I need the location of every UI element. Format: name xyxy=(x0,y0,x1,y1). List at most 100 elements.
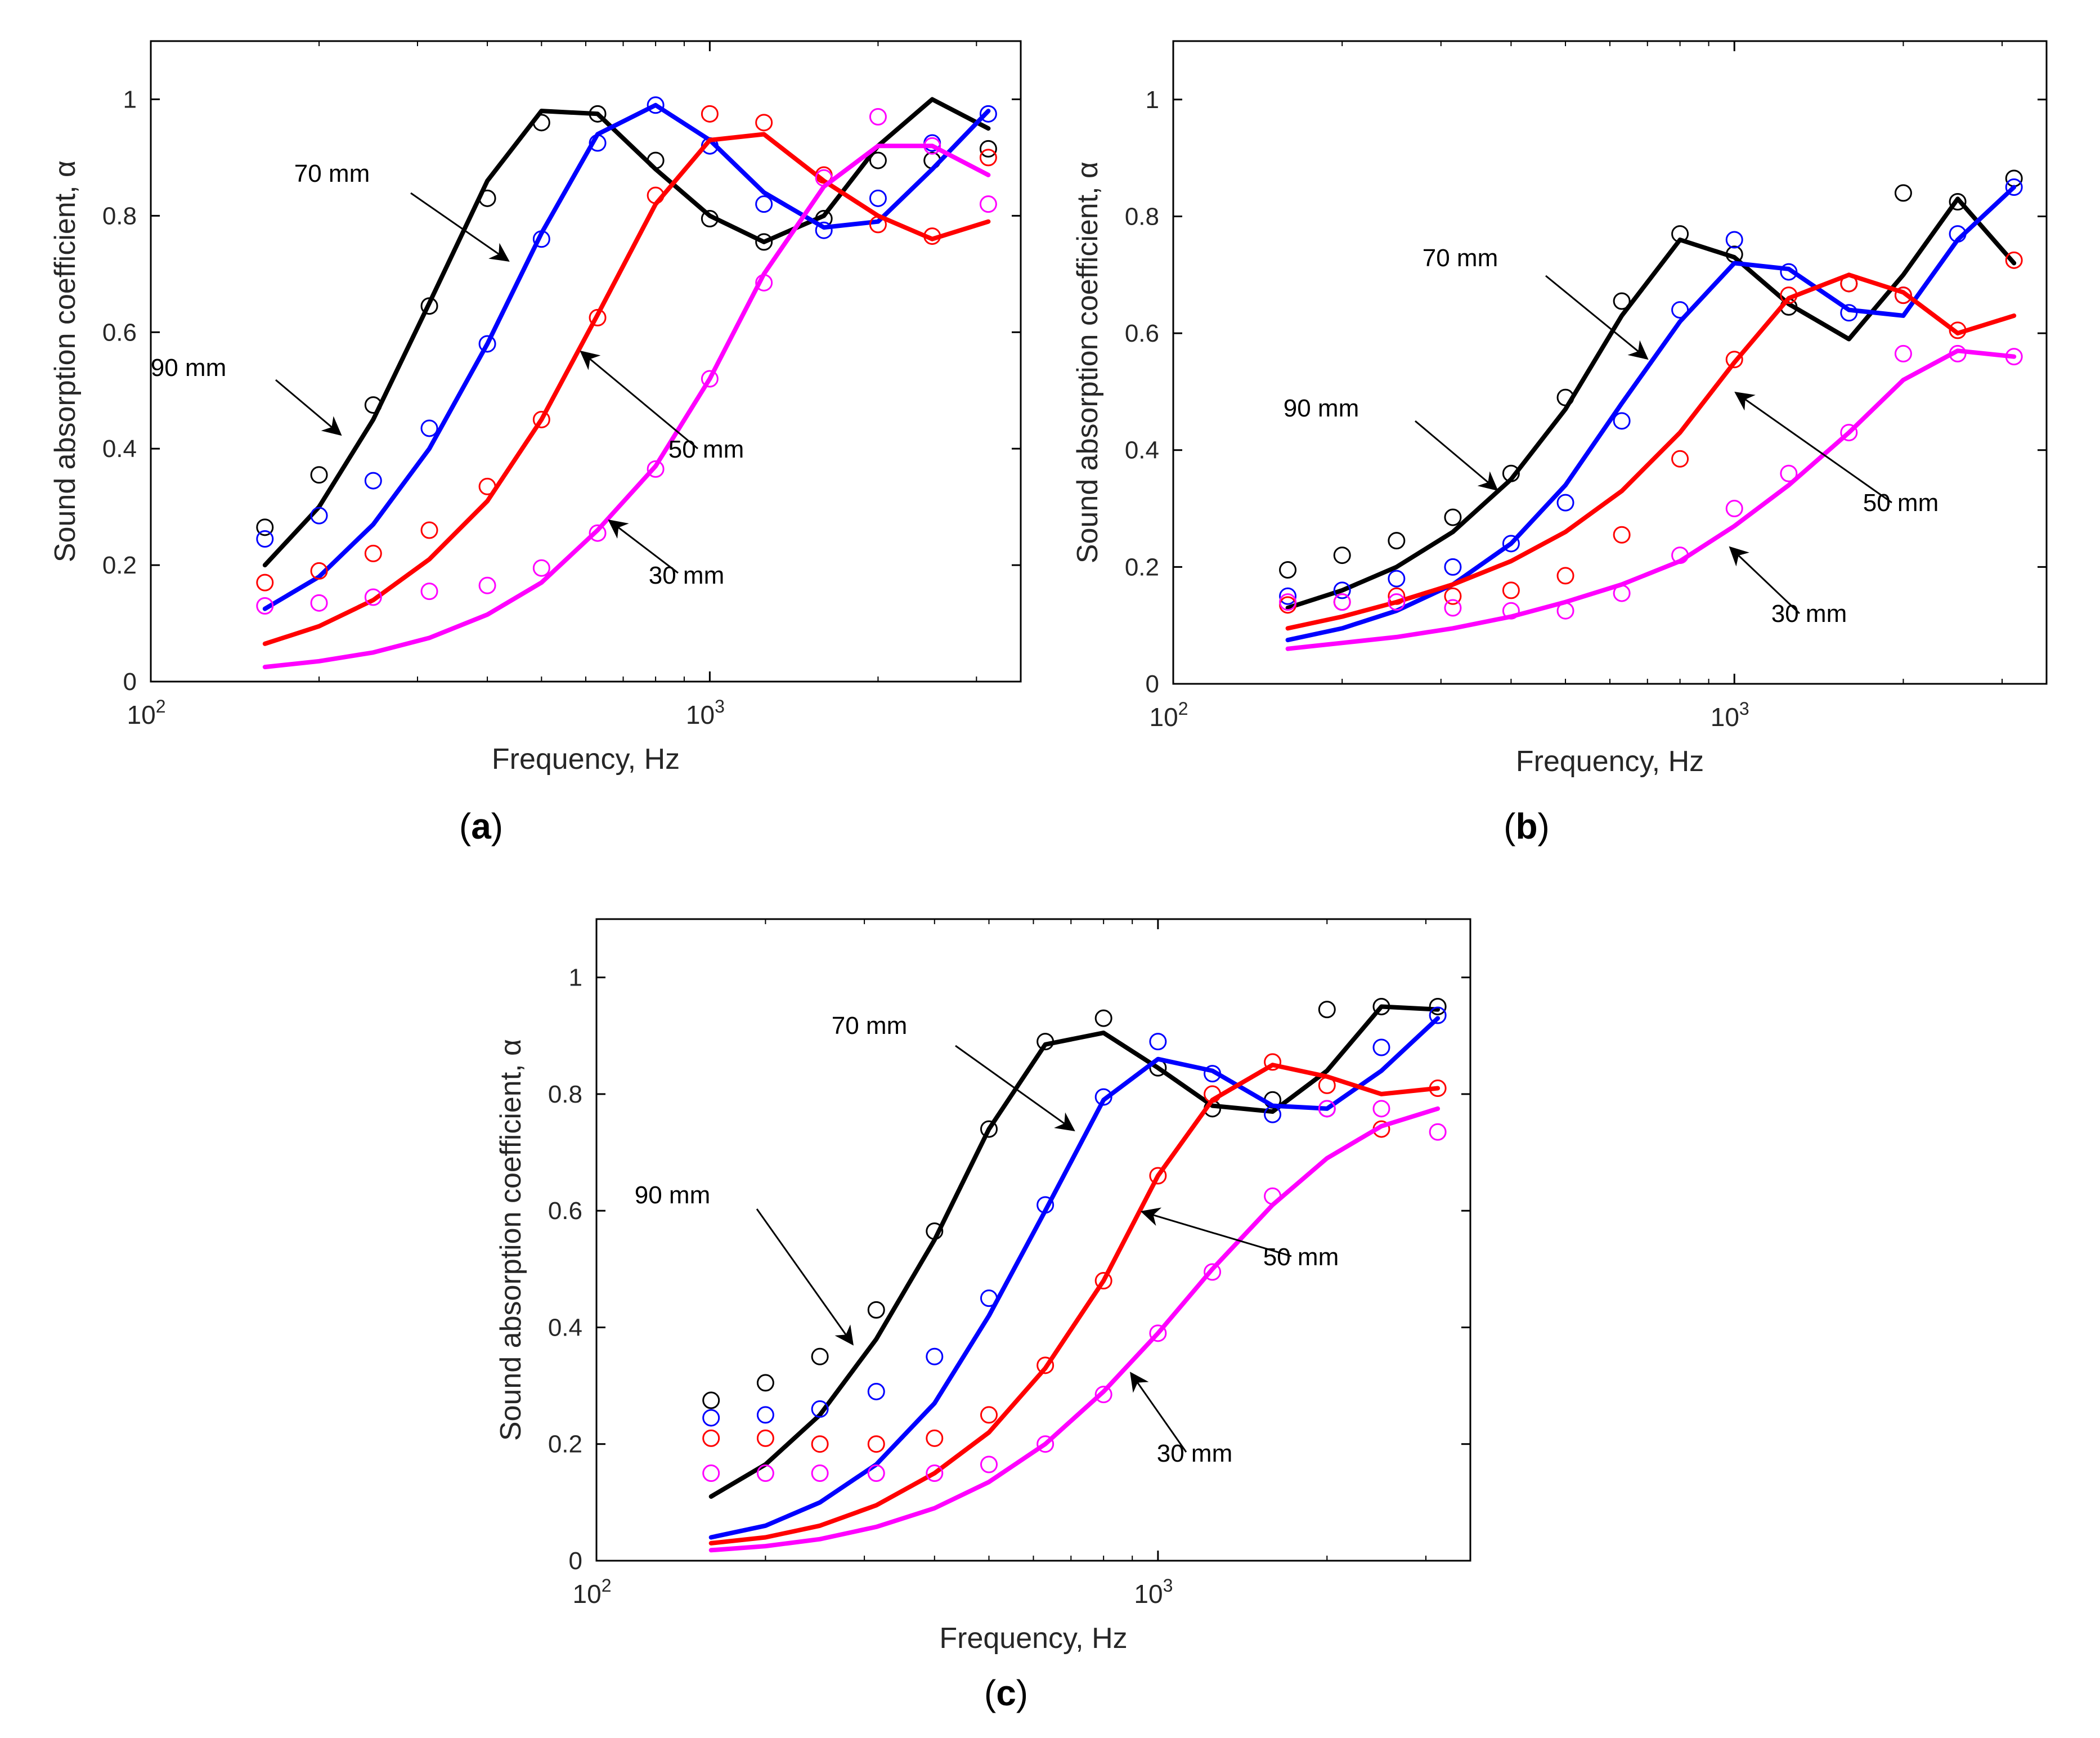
measured-point-50mm xyxy=(532,410,550,428)
measured-point-90mm xyxy=(1613,292,1631,310)
x-tick-label: 103 xyxy=(1134,1575,1173,1609)
measured-point-90mm xyxy=(1444,508,1462,526)
measured-point-30mm xyxy=(867,1464,885,1482)
x-tick-label-exponent: 3 xyxy=(1739,698,1749,719)
measured-point-30mm xyxy=(1613,584,1631,602)
measured-point-70mm xyxy=(1388,570,1406,588)
panel-label-letter: a xyxy=(471,806,491,846)
measured-point-30mm xyxy=(815,169,833,187)
measured-point-50mm xyxy=(364,544,382,562)
panel-label-paren: ( xyxy=(984,1673,996,1713)
model-line-50mm xyxy=(1285,272,2017,631)
measured-point-70mm xyxy=(926,1347,944,1365)
x-tick-label-exponent: 2 xyxy=(1178,698,1188,719)
measured-point-50mm xyxy=(1840,275,1858,293)
measured-point-50mm xyxy=(701,105,719,123)
measured-point-50mm xyxy=(1780,286,1798,304)
measured-point-70mm xyxy=(1036,1196,1055,1214)
measured-point-50mm xyxy=(1388,587,1406,605)
measured-point-90mm xyxy=(1333,547,1351,565)
annotation-label-50mm: 50 mm xyxy=(1263,1243,1339,1271)
annotation-label-30mm: 30 mm xyxy=(1157,1440,1232,1467)
measured-point-90mm xyxy=(1036,1033,1055,1051)
x-tick-label-base: 10 xyxy=(127,700,156,729)
measured-point-70mm xyxy=(310,507,328,525)
x-tick-label-exponent: 2 xyxy=(156,696,166,716)
measured-point-50mm xyxy=(310,562,328,580)
y-tick-label: 0.4 xyxy=(102,435,137,463)
measured-point-30mm xyxy=(755,274,773,292)
measured-point-90mm xyxy=(926,1222,944,1240)
measured-point-90mm xyxy=(811,1347,829,1365)
annotation-label-30mm: 30 mm xyxy=(1771,600,1847,628)
measured-point-30mm xyxy=(2005,348,2023,366)
measured-point-50mm xyxy=(811,1435,829,1453)
measured-point-30mm xyxy=(980,1455,998,1473)
measured-point-30mm xyxy=(1502,602,1520,620)
measured-point-30mm xyxy=(1318,1100,1336,1118)
measured-point-30mm xyxy=(532,559,550,577)
annotation-arrow xyxy=(410,192,510,262)
panel-label-paren: ( xyxy=(459,806,471,846)
panel-label-paren: ) xyxy=(491,806,503,846)
y-tick-label: 0.6 xyxy=(102,319,137,346)
measured-point-50mm xyxy=(923,227,941,245)
measured-point-70mm xyxy=(1149,1033,1167,1051)
y-axis-label: Sound absorption coefficient, α xyxy=(495,1039,527,1441)
y-tick-label: 0 xyxy=(569,1547,582,1575)
measured-point-90mm xyxy=(532,114,550,132)
measured-point-90mm xyxy=(1388,532,1406,550)
measured-point-70mm xyxy=(1502,535,1520,553)
y-axis-label: Sound absorption coefficient, α xyxy=(1071,162,1104,563)
measured-point-70mm xyxy=(364,472,382,490)
measured-point-70mm xyxy=(1556,494,1574,512)
measured-point-70mm xyxy=(1429,1006,1447,1024)
measured-point-70mm xyxy=(478,335,496,353)
x-axis-label: Frequency, Hz xyxy=(492,743,680,776)
annotation-arrow xyxy=(275,379,342,436)
model-line-90mm xyxy=(1285,196,2017,610)
measured-point-90mm xyxy=(980,1120,998,1138)
measured-point-50mm xyxy=(647,186,665,204)
measured-point-30mm xyxy=(647,460,665,478)
measured-point-90mm xyxy=(756,1374,774,1392)
y-tick-label: 1 xyxy=(1146,86,1159,114)
measured-point-30mm xyxy=(1264,1187,1282,1205)
measured-point-70mm xyxy=(1613,412,1631,430)
measured-point-30mm xyxy=(1036,1435,1055,1453)
measured-point-70mm xyxy=(532,230,550,248)
measured-point-30mm xyxy=(1333,593,1351,611)
measured-point-50mm xyxy=(1949,321,1967,339)
measured-point-90mm xyxy=(1949,193,1967,210)
annotation-label-70mm: 70 mm xyxy=(294,160,370,187)
measured-point-50mm xyxy=(1429,1079,1447,1098)
measured-point-30mm xyxy=(1556,602,1574,620)
measured-point-50mm xyxy=(867,1435,885,1453)
measured-point-90mm xyxy=(1502,464,1520,482)
measured-point-50mm xyxy=(1094,1272,1112,1290)
y-tick-label: 0.2 xyxy=(1125,553,1159,581)
measured-point-90mm xyxy=(1429,997,1447,1015)
x-tick-label: 103 xyxy=(1711,698,1749,732)
measured-point-50mm xyxy=(1444,587,1462,605)
measured-point-30mm xyxy=(364,588,382,606)
measured-point-90mm xyxy=(701,210,719,228)
annotation-label-90mm: 90 mm xyxy=(151,354,226,382)
measured-point-70mm xyxy=(1949,225,1967,243)
measured-point-90mm xyxy=(979,140,997,158)
measured-point-50mm xyxy=(1725,351,1743,369)
measured-point-30mm xyxy=(256,597,274,615)
y-tick-label: 0 xyxy=(123,668,137,696)
panel-label-paren: ) xyxy=(1016,1673,1028,1713)
measured-point-30mm xyxy=(1149,1324,1167,1342)
x-tick-label: 102 xyxy=(127,696,166,729)
measured-point-70mm xyxy=(756,1406,774,1424)
measured-point-50mm xyxy=(756,1429,774,1447)
measured-point-30mm xyxy=(310,594,328,612)
measured-point-50mm xyxy=(1204,1085,1222,1103)
annotation-arrow xyxy=(955,1045,1075,1131)
measured-point-30mm xyxy=(1388,593,1406,611)
x-tick-label-base: 10 xyxy=(573,1579,602,1609)
measured-point-90mm xyxy=(1671,225,1689,243)
measured-point-30mm xyxy=(1444,599,1462,617)
